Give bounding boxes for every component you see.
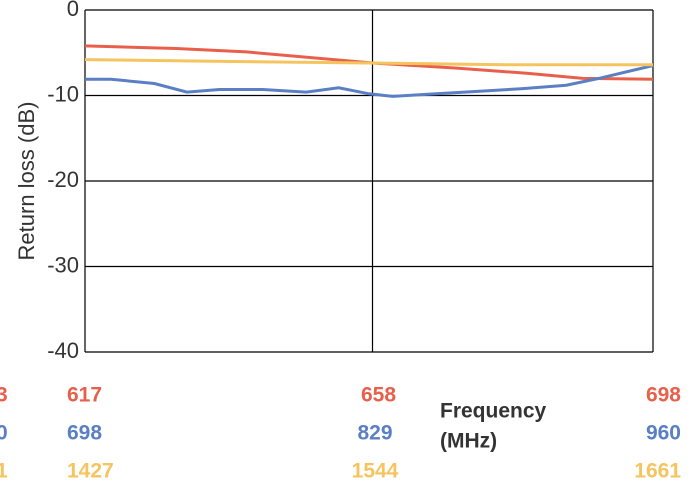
y-tick-label: -30 — [47, 252, 79, 277]
x-tick-label: 829 — [357, 422, 392, 445]
cut-label: 1 — [0, 460, 8, 483]
x-tick-label: 1661 — [634, 460, 681, 483]
x-axis-label: (MHz) — [440, 430, 497, 453]
cut-label: 3 — [0, 384, 8, 407]
x-tick-label: 960 — [646, 422, 681, 445]
x-axis-label: Frequency — [440, 400, 547, 423]
x-tick-label: 658 — [361, 384, 396, 407]
y-tick-label: -20 — [47, 167, 79, 192]
cut-label: 0 — [0, 422, 8, 445]
x-tick-label: 1427 — [67, 460, 114, 483]
series-line — [84, 44, 654, 81]
series-line — [85, 64, 654, 98]
x-tick-label: 698 — [67, 422, 102, 445]
series-line — [84, 58, 653, 67]
y-axis-label: Return loss (dB) — [14, 102, 39, 261]
x-tick-label: 698 — [646, 384, 681, 407]
y-tick-label: -40 — [47, 338, 79, 363]
y-tick-label: 0 — [67, 0, 79, 21]
y-tick-label: -10 — [47, 81, 79, 106]
x-tick-label: 617 — [67, 384, 102, 407]
x-tick-label: 1544 — [352, 460, 399, 483]
